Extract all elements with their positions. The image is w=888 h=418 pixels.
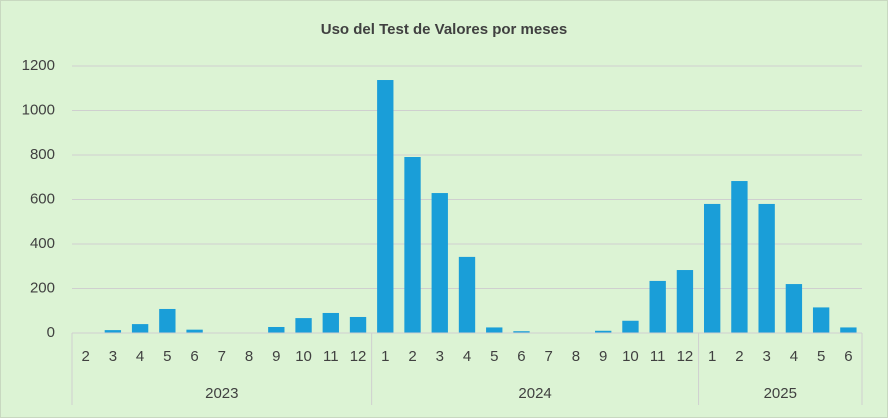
bar — [159, 308, 176, 333]
bar — [104, 330, 122, 333]
x-tick-label: 6 — [190, 348, 198, 365]
x-tick-label: 4 — [790, 348, 798, 365]
bar — [431, 193, 448, 333]
x-tick-label: 7 — [218, 348, 226, 365]
bar — [404, 157, 421, 333]
x-tick-label: 3 — [109, 348, 117, 365]
y-tick-label: 600 — [30, 190, 55, 207]
bar — [812, 307, 830, 333]
x-tick-label: 5 — [163, 348, 171, 365]
x-tick-label: 1 — [381, 348, 389, 365]
x-tick-label: 2 — [735, 348, 743, 365]
x-tick-label: 8 — [245, 348, 253, 365]
x-group-label: 2025 — [764, 385, 797, 402]
bar — [704, 203, 721, 333]
chart-title: Uso del Test de Valores por meses — [321, 21, 568, 38]
y-tick-label: 800 — [30, 146, 55, 163]
bar — [186, 329, 203, 333]
x-tick-label: 2 — [408, 348, 416, 365]
bar — [731, 181, 748, 333]
bar — [785, 284, 803, 333]
x-group-label: 2024 — [518, 385, 551, 402]
x-tick-label: 9 — [272, 348, 280, 365]
x-tick-label: 3 — [436, 348, 444, 365]
x-tick-label: 5 — [817, 348, 825, 365]
y-tick-label: 1200 — [22, 57, 55, 74]
bar — [295, 318, 312, 333]
x-tick-label: 7 — [545, 348, 553, 365]
x-tick-label: 11 — [650, 348, 666, 365]
bar — [458, 256, 476, 333]
x-tick-label: 1 — [708, 348, 716, 365]
bar — [595, 330, 612, 333]
y-tick-label: 400 — [30, 235, 55, 252]
x-tick-label: 2 — [81, 348, 89, 365]
x-tick-label: 11 — [323, 348, 339, 365]
bar — [840, 327, 857, 333]
bar — [131, 324, 149, 333]
x-tick-label: 6 — [517, 348, 525, 365]
x-tick-label: 6 — [844, 348, 852, 365]
x-tick-label: 4 — [463, 348, 471, 365]
x-tick-label: 12 — [350, 348, 367, 365]
x-tick-label: 9 — [599, 348, 607, 365]
bar — [377, 80, 394, 333]
bar — [758, 203, 775, 333]
y-tick-label: 200 — [30, 279, 55, 296]
y-tick-label: 0 — [47, 324, 55, 341]
bar — [349, 316, 367, 333]
x-tick-label: 10 — [622, 348, 639, 365]
x-tick-label: 8 — [572, 348, 580, 365]
bar — [676, 270, 694, 333]
bar — [322, 312, 339, 333]
bar — [622, 320, 639, 333]
x-group-label: 2023 — [205, 385, 238, 402]
x-tick-label: 3 — [762, 348, 770, 365]
bar — [268, 326, 285, 333]
y-tick-label: 1000 — [22, 101, 55, 118]
x-tick-label: 12 — [677, 348, 694, 365]
x-tick-label: 5 — [490, 348, 498, 365]
bar — [649, 280, 666, 333]
x-tick-label: 10 — [295, 348, 312, 365]
bar — [513, 331, 530, 333]
x-tick-label: 4 — [136, 348, 144, 365]
bar — [486, 327, 503, 333]
